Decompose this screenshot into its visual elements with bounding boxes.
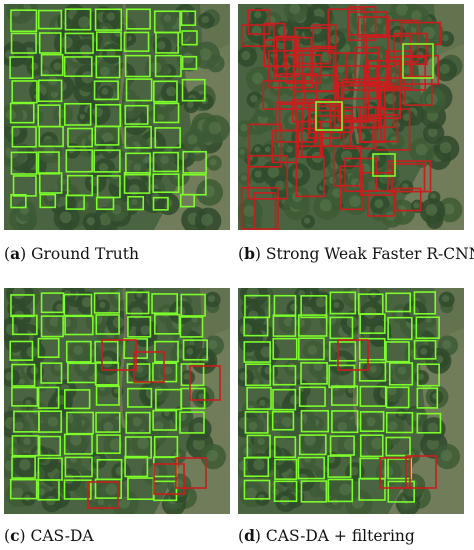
caption-a: (a) Ground Truth <box>4 244 139 263</box>
detection-boxes <box>243 291 442 503</box>
aerial-image-cas-da <box>4 288 230 514</box>
aerial-photo <box>4 4 230 230</box>
detection-boxes <box>9 8 207 211</box>
aerial-background <box>238 4 464 230</box>
aerial-photo <box>4 288 230 514</box>
caption-b: (b) Strong Weak Faster R-CNN <box>238 244 474 263</box>
caption-c: (c) CAS-DA <box>4 526 94 545</box>
aerial-image-cas-da-filtering <box>238 288 464 514</box>
aerial-photo <box>238 288 464 514</box>
caption-d: (d) CAS-DA + filtering <box>238 526 415 545</box>
aerial-image-ground-truth <box>4 4 230 230</box>
detection-boxes <box>240 6 442 230</box>
aerial-image-strong-weak-faster-rcnn <box>238 4 464 230</box>
detection-boxes <box>9 291 221 509</box>
aerial-photo <box>238 4 464 230</box>
